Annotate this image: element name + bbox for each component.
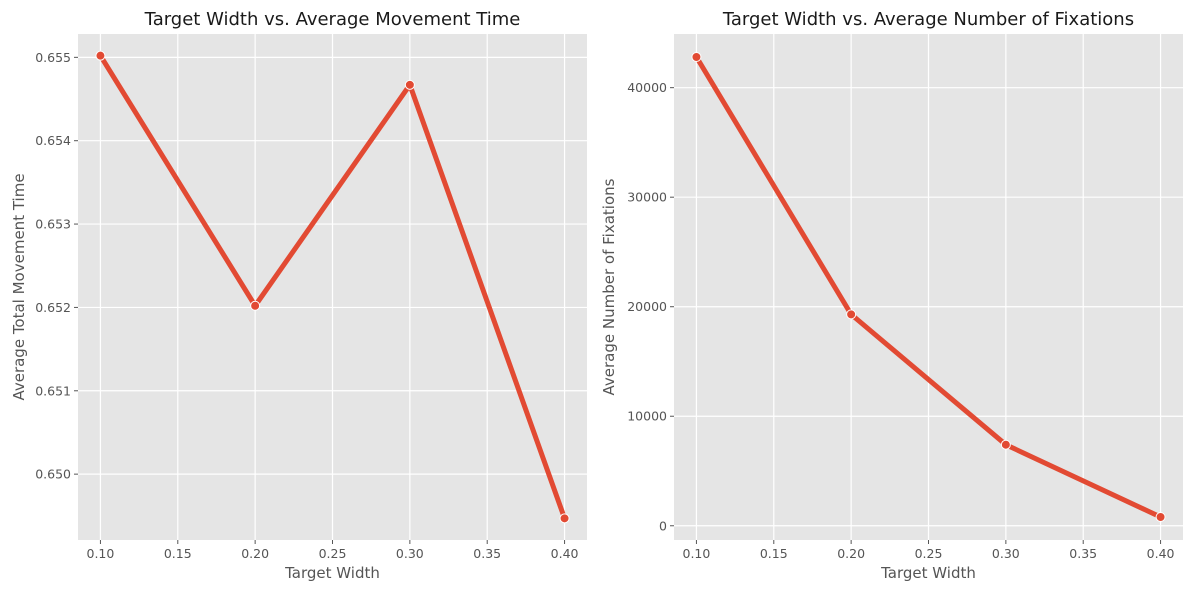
data-point	[404, 79, 415, 90]
x-axis-label-right: Target Width	[880, 564, 976, 582]
y-axis-label-right: Average Number of Fixations	[600, 178, 618, 395]
x-tick-label: 0.25	[319, 546, 347, 561]
y-tick-label: 30000	[627, 190, 667, 205]
data-point	[691, 52, 702, 62]
gridlines-left	[78, 34, 587, 540]
x-axis-label-left: Target Width	[284, 564, 380, 582]
y-tick-label: 10000	[627, 409, 667, 424]
chart-right: 0.10 0.15 0.20 0.25 0.30 0.35 0.40 0 10000 20000 3…	[600, 9, 1183, 582]
chart-left: 0.10 0.15 0.20 0.25 0.30 0.35 0.40 0.650 0.651 0.…	[10, 9, 587, 582]
ticks-left: 0.10 0.15 0.20 0.25 0.30 0.35 0.40 0.650 0.651 0.…	[35, 50, 578, 561]
y-tick-label: 20000	[627, 299, 667, 314]
x-tick-label: 0.40	[551, 546, 579, 561]
data-point	[95, 50, 106, 61]
series-line	[98, 54, 567, 520]
data-point	[846, 309, 857, 320]
ticks-right: 0.10 0.15 0.20 0.25 0.30 0.35 0.40 0 10000 20000 3…	[627, 80, 1174, 561]
y-tick-label: 0.651	[35, 383, 71, 398]
data-point	[1155, 512, 1166, 522]
gridlines-right	[674, 34, 1183, 540]
x-tick-label: 0.20	[241, 546, 269, 561]
x-tick-label: 0.40	[1147, 546, 1175, 561]
series-right	[691, 52, 1166, 522]
x-tick-label: 0.10	[683, 546, 711, 561]
y-tick-label: 0.654	[35, 133, 71, 148]
x-tick-label: 0.20	[837, 546, 865, 561]
x-tick-label: 0.10	[87, 546, 115, 561]
chart-title-right: Target Width vs. Average Number of Fixat…	[722, 9, 1134, 30]
series-line	[694, 55, 1162, 520]
x-tick-label: 0.30	[396, 546, 424, 561]
data-point	[1000, 439, 1011, 450]
y-axis-label-left: Average Total Movement Time	[10, 173, 28, 400]
y-tick-label: 0.652	[35, 300, 71, 315]
y-tick-label: 0.653	[35, 217, 71, 232]
data-point	[250, 300, 261, 311]
y-tick-label: 0.650	[35, 467, 71, 482]
data-point	[559, 513, 570, 524]
y-tick-label: 40000	[627, 80, 667, 95]
series-left	[95, 50, 570, 524]
chart-title-left: Target Width vs. Average Movement Time	[144, 9, 521, 30]
x-tick-label: 0.35	[1069, 546, 1097, 561]
y-tick-label: 0.655	[35, 50, 71, 65]
x-tick-label: 0.25	[915, 546, 943, 561]
x-tick-label: 0.30	[992, 546, 1020, 561]
x-tick-label: 0.15	[164, 546, 192, 561]
x-tick-label: 0.15	[760, 546, 788, 561]
x-tick-label: 0.35	[473, 546, 501, 561]
y-tick-label: 0	[659, 518, 667, 533]
